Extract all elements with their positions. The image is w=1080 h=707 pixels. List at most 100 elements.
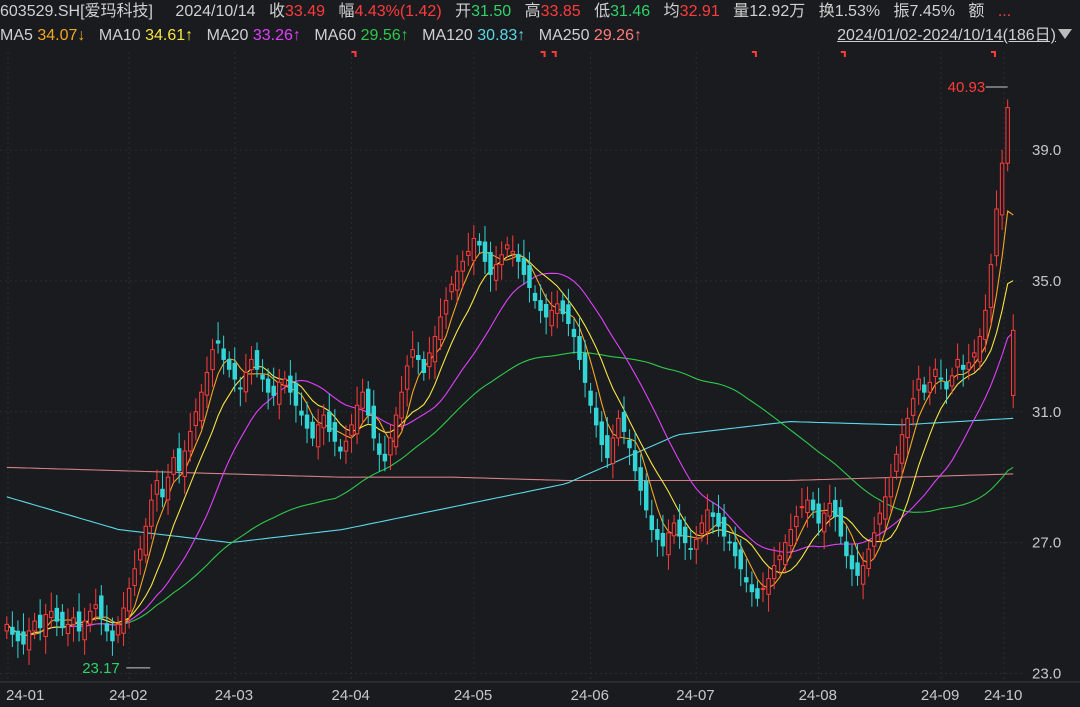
candle-body — [794, 515, 799, 528]
amount-label: 额 — [968, 3, 985, 20]
candle-body — [999, 162, 1005, 216]
candle-body — [844, 541, 849, 557]
candle-body — [154, 479, 160, 495]
candle-body — [277, 381, 282, 405]
ma10-line — [6, 254, 1014, 637]
candle-body — [582, 353, 588, 383]
candle-body — [43, 614, 48, 637]
candle-body — [933, 368, 938, 377]
candle-body — [65, 623, 71, 635]
candle-body — [938, 377, 944, 380]
volume-value: 12.92万 — [749, 3, 806, 20]
candle-body — [304, 414, 310, 429]
candle-body — [738, 549, 743, 570]
candle-body — [282, 378, 288, 386]
candle-body — [99, 595, 104, 619]
candle-body — [821, 512, 827, 533]
candle-body — [593, 407, 599, 426]
candle-body — [126, 587, 132, 612]
ma60-value: 29.56↑ — [360, 27, 409, 44]
candle-body — [349, 424, 354, 436]
candle-body — [104, 623, 110, 632]
candle-body — [805, 499, 810, 514]
candle-body — [866, 548, 871, 569]
candle-body — [855, 562, 860, 576]
candle-body — [10, 626, 15, 635]
more-indicator[interactable]: ... — [997, 3, 1012, 20]
date-range-selector[interactable]: 2024/01/02-2024/10/14(186日) — [831, 24, 1056, 48]
candle-body — [288, 375, 293, 393]
x-tick-label: 24-07 — [676, 687, 714, 704]
candle-body — [977, 336, 983, 363]
candle-body — [37, 614, 43, 629]
candle-body — [488, 252, 493, 275]
amplitude-value: 7.45% — [909, 3, 955, 20]
candle-body — [771, 565, 777, 580]
candle-body — [983, 309, 988, 341]
candle-body — [49, 610, 54, 619]
avg-value: 32.91 — [679, 3, 720, 20]
candle-body — [699, 522, 705, 534]
candle-body — [388, 437, 393, 456]
candle-body — [532, 292, 538, 302]
ma60-line — [6, 351, 1014, 637]
candle-body — [543, 304, 549, 318]
candle-body — [749, 584, 755, 593]
candle-body — [799, 506, 805, 509]
candle-body — [899, 434, 905, 464]
ma10-value: 34.61↑ — [145, 27, 194, 44]
candle-body — [927, 381, 933, 393]
min-price-label: 23.17 — [82, 660, 120, 677]
candle-body — [365, 388, 371, 416]
candle-body — [377, 443, 382, 455]
candle-body — [204, 372, 210, 396]
candle-body — [1010, 329, 1016, 396]
candle-body — [810, 499, 816, 511]
candle-body — [905, 417, 910, 439]
candle-body — [721, 516, 727, 537]
candle-body — [160, 488, 165, 498]
candle-body — [188, 430, 193, 452]
candle-body — [849, 555, 855, 570]
candle-body — [132, 568, 137, 586]
candle-body — [143, 525, 149, 556]
candle-body — [1005, 107, 1010, 164]
ma250-label: MA250 — [538, 27, 590, 44]
candle-body — [671, 522, 677, 537]
candle-body — [966, 362, 971, 370]
candle-body — [744, 577, 749, 583]
candle-body — [249, 358, 254, 371]
candle-body — [460, 260, 465, 272]
candle-body — [521, 257, 527, 275]
candle-body — [833, 499, 838, 517]
x-tick-label: 24-10 — [984, 687, 1022, 704]
turnover-value: 1.53% — [834, 3, 881, 20]
candle-body — [916, 378, 921, 391]
candle-body — [265, 378, 271, 393]
candle-body — [838, 507, 844, 537]
candle-body — [510, 251, 516, 255]
x-tick-label: 24-06 — [571, 687, 609, 704]
candle-body — [777, 555, 782, 561]
candle-body — [449, 283, 454, 293]
candle-body — [110, 630, 115, 642]
low-value: 31.46 — [610, 3, 651, 20]
ma20-value: 33.26↑ — [252, 27, 301, 44]
candle-body — [87, 610, 93, 625]
range-dropdown-icon[interactable] — [1058, 29, 1072, 39]
candle-body — [221, 348, 226, 360]
candle-body — [404, 365, 410, 390]
candle-body — [199, 391, 204, 422]
candle-body — [210, 349, 215, 371]
x-tick-label: 24-09 — [921, 687, 959, 704]
candle-body — [243, 372, 249, 393]
candle-body — [138, 548, 143, 561]
candle-body — [26, 630, 32, 651]
candle-body — [994, 208, 999, 257]
ma60-label: MA60 — [314, 27, 357, 44]
candle-body — [621, 411, 627, 432]
candle-body — [649, 515, 655, 531]
candle-body — [922, 384, 927, 393]
candle-body — [760, 587, 766, 590]
